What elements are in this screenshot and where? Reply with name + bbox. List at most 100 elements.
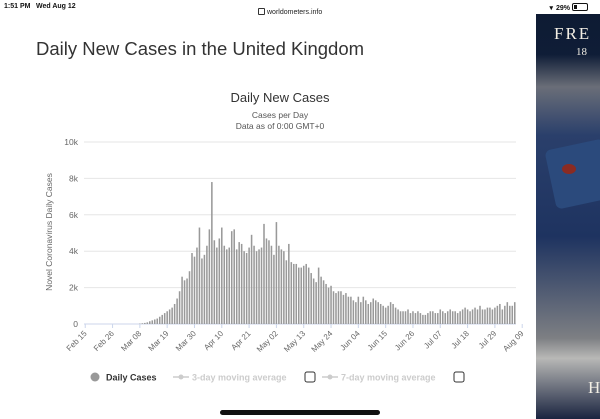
bar-daily-cases[interactable] [427, 313, 429, 324]
bar-daily-cases[interactable] [414, 313, 417, 324]
bar-daily-cases[interactable] [325, 283, 327, 324]
legend-marker-7day[interactable] [327, 374, 333, 380]
legend-label-3day[interactable]: 3-day moving average [192, 373, 287, 383]
bar-daily-cases[interactable] [171, 307, 173, 324]
bar-daily-cases[interactable] [213, 240, 216, 324]
bar-daily-cases[interactable] [486, 307, 489, 324]
bar-daily-cases[interactable] [451, 311, 454, 324]
legend-label-7day[interactable]: 7-day moving average [341, 373, 436, 383]
bar-daily-cases[interactable] [327, 287, 330, 324]
bar-daily-cases[interactable] [362, 296, 365, 324]
bar-daily-cases[interactable] [509, 305, 511, 324]
bar-daily-cases[interactable] [484, 309, 486, 324]
bar-daily-cases[interactable] [310, 273, 312, 324]
bar-daily-cases[interactable] [437, 313, 439, 324]
bar-daily-cases[interactable] [223, 245, 226, 324]
bar-daily-cases[interactable] [459, 311, 461, 324]
bar-daily-cases[interactable] [297, 267, 300, 324]
bar-daily-cases[interactable] [501, 309, 504, 324]
bar-daily-cases[interactable] [288, 243, 290, 324]
bar-daily-cases[interactable] [206, 245, 208, 324]
bar-daily-cases[interactable] [434, 313, 437, 324]
bar-daily-cases[interactable] [208, 229, 211, 324]
bar-daily-cases[interactable] [444, 313, 447, 324]
bar-daily-cases[interactable] [449, 309, 451, 324]
bar-daily-cases[interactable] [168, 309, 171, 324]
legend-marker-3day[interactable] [178, 374, 184, 380]
bar-daily-cases[interactable] [407, 309, 409, 324]
bar-daily-cases[interactable] [173, 303, 176, 324]
bar-daily-cases[interactable] [474, 307, 476, 324]
bar-daily-cases[interactable] [183, 280, 186, 324]
bar-daily-cases[interactable] [238, 242, 240, 324]
bar-daily-cases[interactable] [283, 251, 285, 324]
bar-daily-cases[interactable] [228, 247, 231, 324]
bar-daily-cases[interactable] [268, 240, 270, 324]
bar-daily-cases[interactable] [275, 222, 278, 324]
bar-daily-cases[interactable] [340, 291, 342, 324]
bar-daily-cases[interactable] [230, 231, 233, 324]
address-bar[interactable]: worldometers.info [258, 8, 322, 16]
bar-daily-cases[interactable] [221, 227, 223, 324]
bar-daily-cases[interactable] [347, 296, 350, 324]
bar-daily-cases[interactable] [506, 302, 509, 324]
legend-checkbox-3day[interactable] [304, 371, 316, 383]
bar-daily-cases[interactable] [432, 311, 434, 324]
bar-daily-cases[interactable] [260, 247, 263, 324]
bar-daily-cases[interactable] [248, 247, 250, 324]
bar-daily-cases[interactable] [312, 278, 315, 325]
bar-daily-cases[interactable] [499, 303, 501, 324]
bar-daily-cases[interactable] [479, 305, 481, 324]
bar-daily-cases[interactable] [337, 291, 340, 324]
bar-daily-cases[interactable] [178, 291, 181, 324]
bar-daily-cases[interactable] [412, 311, 414, 324]
bar-daily-cases[interactable] [322, 280, 325, 324]
bar-daily-cases[interactable] [300, 267, 303, 324]
bar-daily-cases[interactable] [399, 311, 402, 324]
bar-daily-cases[interactable] [255, 251, 258, 324]
bar-daily-cases[interactable] [153, 319, 156, 324]
bar-daily-cases[interactable] [216, 247, 218, 324]
bar-daily-cases[interactable] [250, 234, 253, 324]
bar-daily-cases[interactable] [402, 311, 404, 324]
bar-daily-cases[interactable] [409, 313, 412, 324]
bar-daily-cases[interactable] [265, 238, 268, 324]
bar-daily-cases[interactable] [161, 314, 163, 324]
bar-daily-cases[interactable] [201, 258, 203, 324]
bar-daily-cases[interactable] [151, 320, 154, 324]
bar-daily-cases[interactable] [417, 311, 419, 324]
bar-daily-cases[interactable] [245, 253, 248, 324]
bar-daily-cases[interactable] [471, 309, 474, 324]
home-indicator[interactable] [220, 410, 380, 415]
bar-daily-cases[interactable] [382, 305, 384, 324]
bar-daily-cases[interactable] [181, 276, 183, 324]
bar-daily-cases[interactable] [476, 309, 479, 324]
bar-daily-cases[interactable] [188, 271, 191, 324]
bar-daily-cases[interactable] [302, 265, 305, 324]
bar-daily-cases[interactable] [454, 311, 456, 324]
bar-daily-cases[interactable] [342, 294, 345, 324]
bar-daily-cases[interactable] [429, 311, 432, 324]
bar-daily-cases[interactable] [320, 276, 322, 324]
bar-daily-cases[interactable] [203, 254, 206, 324]
bar-daily-cases[interactable] [156, 318, 159, 324]
bar-daily-cases[interactable] [360, 302, 362, 324]
bar-daily-cases[interactable] [191, 253, 193, 324]
bar-daily-cases[interactable] [193, 256, 196, 324]
bar-daily-cases[interactable] [394, 307, 397, 324]
bar-daily-cases[interactable] [305, 263, 307, 324]
bar-daily-cases[interactable] [377, 302, 379, 324]
bar-daily-cases[interactable] [446, 311, 449, 324]
bar-daily-cases[interactable] [469, 311, 471, 324]
bar-daily-cases[interactable] [186, 278, 188, 325]
bar-daily-cases[interactable] [196, 247, 198, 324]
bar-daily-cases[interactable] [280, 249, 283, 324]
bar-daily-cases[interactable] [315, 282, 317, 324]
bar-daily-cases[interactable] [367, 303, 370, 324]
bar-daily-cases[interactable] [404, 311, 407, 324]
bar-daily-cases[interactable] [146, 322, 149, 324]
bar-daily-cases[interactable] [235, 249, 238, 324]
bar-daily-cases[interactable] [513, 302, 516, 324]
bar-daily-cases[interactable] [504, 305, 506, 324]
bar-daily-cases[interactable] [263, 223, 265, 324]
